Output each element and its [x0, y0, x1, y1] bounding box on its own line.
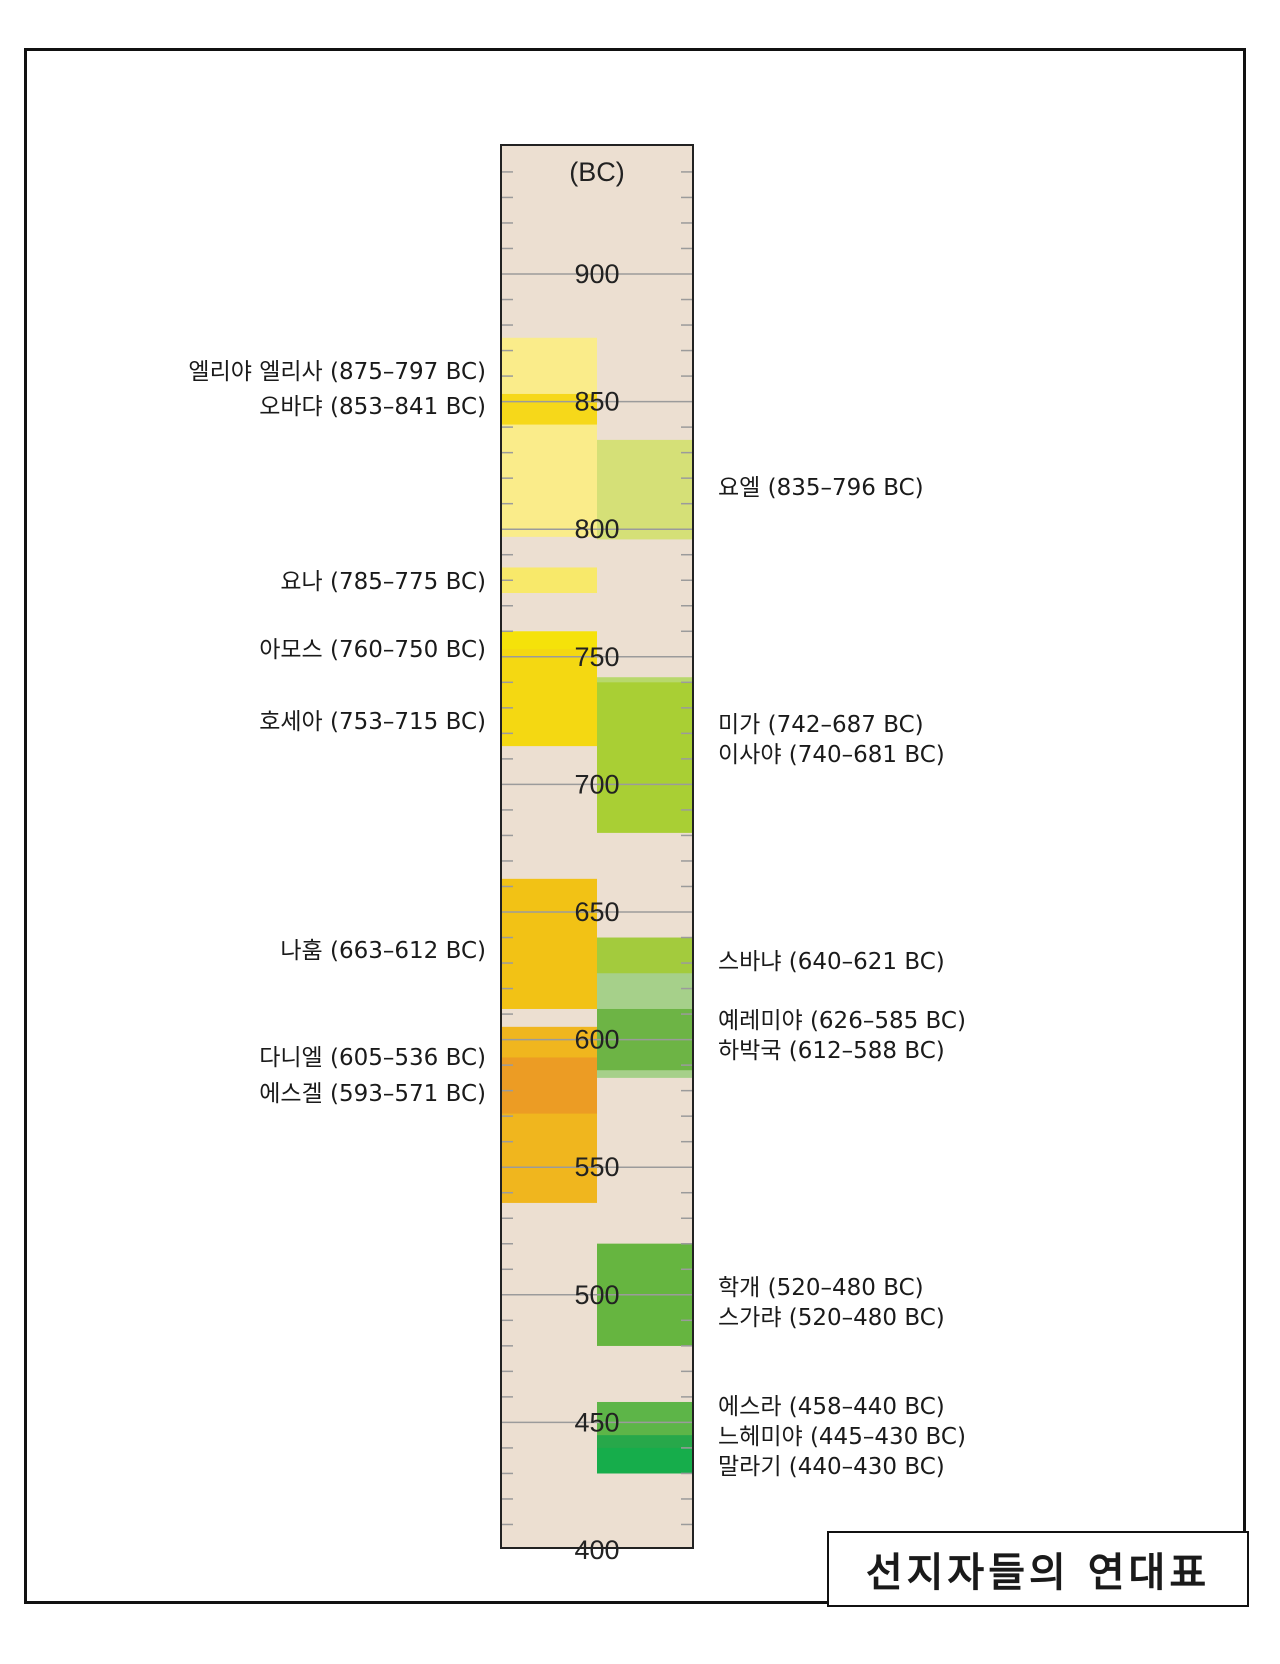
tick-label-4: 700 — [574, 769, 619, 799]
right-prophet-label-4: 예레미야 (626–585 BC) — [718, 1008, 966, 1034]
chart-frame — [24, 48, 1246, 1604]
right-prophet-bar-0 — [597, 439, 692, 540]
left-prophet-bar-2 — [502, 567, 597, 593]
right-prophet-label-7: 스가랴 (520–480 BC) — [718, 1305, 945, 1331]
right-prophet-label-8: 에스라 (458–440 BC) — [718, 1394, 945, 1420]
left-prophet-label-0: 엘리야 엘리사 (875–797 BC) — [188, 359, 486, 385]
left-prophet-label-3: 아모스 (760–750 BC) — [259, 637, 486, 663]
tick-label-1: 850 — [574, 387, 619, 417]
left-prophet-label-7: 에스겔 (593–571 BC) — [259, 1081, 486, 1107]
tick-label-7: 550 — [574, 1152, 619, 1182]
year-tick-labels: 900 850 800 750 700 650 600 550 500 450 400 — [574, 259, 619, 1565]
tick-label-8: 500 — [574, 1280, 619, 1310]
left-prophet-label-1: 오바댜 (853–841 BC) — [259, 394, 486, 420]
left-prophet-bar-5 — [502, 878, 597, 1009]
right-prophet-label-6: 학개 (520–480 BC) — [718, 1275, 924, 1301]
tick-label-6: 600 — [574, 1025, 619, 1055]
left-prophet-label-6: 다니엘 (605–536 BC) — [259, 1045, 486, 1071]
tick-label-2: 800 — [574, 514, 619, 544]
left-prophet-label-4: 호세아 (753–715 BC) — [259, 709, 486, 735]
tick-label-9: 450 — [574, 1407, 619, 1437]
right-prophet-label-1: 미가 (742–687 BC) — [718, 712, 924, 738]
left-prophet-bar-4 — [502, 649, 597, 747]
right-prophet-label-5: 하박국 (612–588 BC) — [718, 1038, 945, 1064]
left-prophet-bar-6 — [502, 1026, 597, 1203]
right-prophet-bar-2 — [597, 682, 692, 833]
timeline-column-border — [500, 144, 694, 1549]
right-prophet-label-3: 스바냐 (640–621 BC) — [718, 949, 945, 975]
title-box: 선지자들의 연대표 — [827, 1531, 1249, 1607]
left-prophet-bar-0 — [502, 337, 597, 537]
chart-title: 선지자들의 연대표 — [865, 1549, 1211, 1596]
right-prophet-bar-10 — [597, 1447, 692, 1474]
right-prophet-label-10: 말라기 (440–430 BC) — [718, 1454, 945, 1480]
year-ticks — [501, 171, 693, 1526]
left-prophet-label-5: 나훔 (663–612 BC) — [280, 938, 486, 964]
tick-label-5: 650 — [574, 897, 619, 927]
tick-label-10: 400 — [574, 1535, 619, 1565]
right-prophet-label-2: 이사야 (740–681 BC) — [718, 742, 945, 768]
left-prophet-bar-1 — [502, 393, 597, 425]
tick-label-3: 750 — [574, 642, 619, 672]
unit-label: (BC) — [569, 157, 625, 187]
left-prophet-label-2: 요나 (785–775 BC) — [280, 569, 486, 595]
left-prophet-bar-7 — [502, 1057, 597, 1114]
right-prophet-label-9: 느헤미야 (445–430 BC) — [718, 1424, 966, 1450]
right-prophet-label-0: 요엘 (835–796 BC) — [718, 475, 924, 501]
tick-label-0: 900 — [574, 259, 619, 289]
